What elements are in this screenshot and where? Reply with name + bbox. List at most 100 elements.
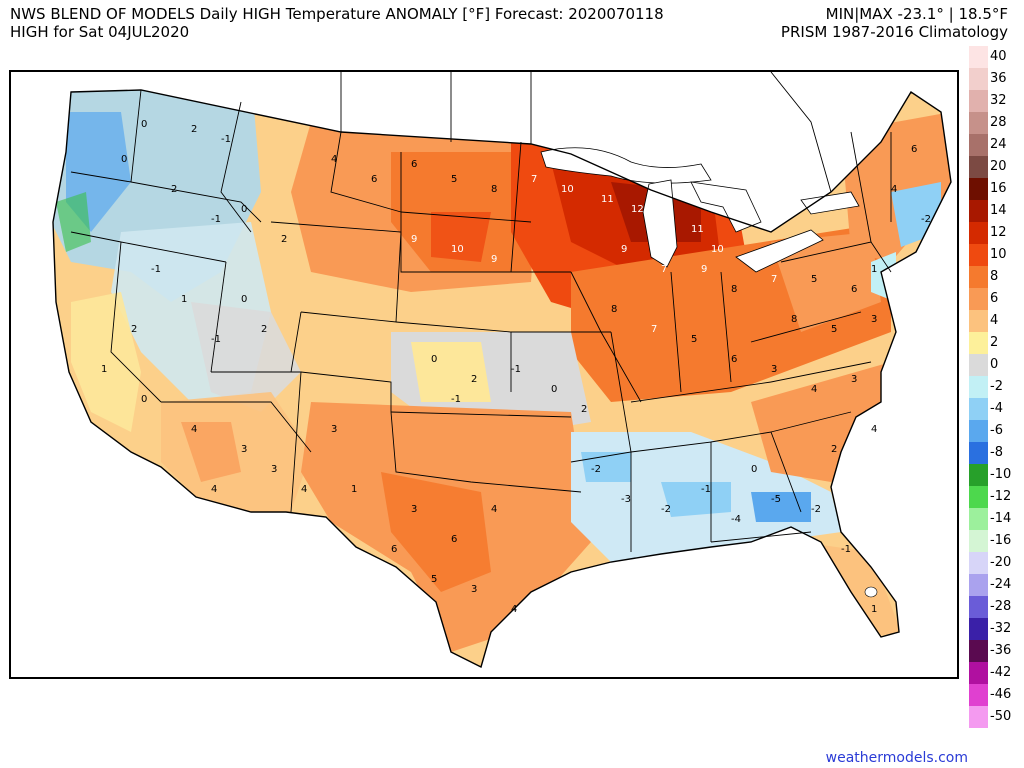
legend-label: 4 bbox=[990, 313, 999, 328]
legend-swatch bbox=[969, 706, 988, 728]
anomaly-value: 4 bbox=[191, 424, 197, 435]
legend-row: 6 bbox=[969, 288, 1017, 310]
anomaly-value: 11 bbox=[691, 224, 704, 235]
color-scale-legend: 40 36 32 28 24 20 16 14 12 10 8 6 4 2 0 -2 -4 -6 -8 -10 -12-… bbox=[969, 46, 1017, 728]
legend-swatch bbox=[969, 574, 988, 596]
legend-row: -14 bbox=[969, 508, 1017, 530]
legend-label: 2 bbox=[990, 335, 999, 350]
anomaly-value: 0 bbox=[241, 294, 247, 305]
anomaly-value: 3 bbox=[241, 444, 247, 455]
anomaly-value: 4 bbox=[491, 504, 497, 515]
anomaly-value: -4 bbox=[731, 514, 741, 525]
legend-row: -32 bbox=[969, 618, 1017, 640]
anomaly-value: 1 bbox=[871, 264, 877, 275]
anomaly-value: -2 bbox=[921, 214, 931, 225]
legend-row: 10 bbox=[969, 244, 1017, 266]
legend-swatch bbox=[969, 486, 988, 508]
anomaly-value-labels: 0 2-102-102-11 02-121043434346658791091011… bbox=[101, 119, 931, 615]
legend-row: 14 bbox=[969, 200, 1017, 222]
valid-date-subtitle: HIGH for Sat 04JUL2020 bbox=[10, 23, 190, 41]
legend-label: 36 bbox=[990, 71, 1007, 86]
legend-swatch bbox=[969, 662, 988, 684]
anomaly-value: -1 bbox=[211, 334, 221, 345]
legend-row: -8 bbox=[969, 442, 1017, 464]
legend-label: -10 bbox=[990, 467, 1012, 482]
anomaly-value: 4 bbox=[211, 484, 217, 495]
legend-row: 36 bbox=[969, 68, 1017, 90]
anomaly-value: -1 bbox=[151, 264, 161, 275]
anomaly-value: 2 bbox=[191, 124, 197, 135]
legend-row: 32 bbox=[969, 90, 1017, 112]
anomaly-map: 0 2 -1 0 2 -1 0 2 -1 1 0 2 -1 2 1 0 4 3 4 3 4 3 4 6 6 5 8 7 9 10 9 10 11… bbox=[9, 70, 959, 679]
legend-row: -36 bbox=[969, 640, 1017, 662]
legend-swatch bbox=[969, 508, 988, 530]
legend-label: -20 bbox=[990, 555, 1012, 570]
legend-row: -16 bbox=[969, 530, 1017, 552]
anomaly-value: -1 bbox=[211, 214, 221, 225]
anomaly-value: 5 bbox=[691, 334, 697, 345]
legend-swatch bbox=[969, 420, 988, 442]
legend-row: 40 bbox=[969, 46, 1017, 68]
legend-label: -28 bbox=[990, 599, 1012, 614]
legend-label: 6 bbox=[990, 291, 999, 306]
anomaly-value: 8 bbox=[791, 314, 797, 325]
anomaly-value: 3 bbox=[411, 504, 417, 515]
anomaly-value: 7 bbox=[661, 264, 667, 275]
legend-swatch bbox=[969, 156, 988, 178]
anomaly-value: 6 bbox=[391, 544, 397, 555]
anomaly-value: 0 bbox=[751, 464, 757, 475]
anomaly-value: 0 bbox=[121, 154, 127, 165]
legend-swatch bbox=[969, 200, 988, 222]
anomaly-value: 3 bbox=[771, 364, 777, 375]
legend-label: -42 bbox=[990, 665, 1012, 680]
legend-label: -4 bbox=[990, 401, 1003, 416]
legend-label: 10 bbox=[990, 247, 1007, 262]
legend-label: -14 bbox=[990, 511, 1012, 526]
anomaly-value: 9 bbox=[701, 264, 707, 275]
legend-row: -12 bbox=[969, 486, 1017, 508]
anomaly-value: 7 bbox=[531, 174, 537, 185]
legend-swatch bbox=[969, 464, 988, 486]
anomaly-value: 5 bbox=[431, 574, 437, 585]
legend-swatch bbox=[969, 68, 988, 90]
anomaly-value: 2 bbox=[471, 374, 477, 385]
anomaly-value: 5 bbox=[831, 324, 837, 335]
legend-row: -24 bbox=[969, 574, 1017, 596]
legend-swatch bbox=[969, 178, 988, 200]
anomaly-value: 2 bbox=[581, 404, 587, 415]
legend-row: 20 bbox=[969, 156, 1017, 178]
legend-row: -10 bbox=[969, 464, 1017, 486]
anomaly-value: 2 bbox=[261, 324, 267, 335]
legend-label: -8 bbox=[990, 445, 1003, 460]
anomaly-value: 8 bbox=[731, 284, 737, 295]
legend-row: -4 bbox=[969, 398, 1017, 420]
anomaly-value: 7 bbox=[651, 324, 657, 335]
anomaly-value: 0 bbox=[141, 119, 147, 130]
anomaly-value: 4 bbox=[891, 184, 897, 195]
anomaly-value: 5 bbox=[451, 174, 457, 185]
anomaly-value: -1 bbox=[701, 484, 711, 495]
anomaly-value: -2 bbox=[661, 504, 671, 515]
min-max-readout: MIN|MAX -23.1° | 18.5°F bbox=[825, 5, 1008, 23]
legend-label: 24 bbox=[990, 137, 1007, 152]
anomaly-value: -1 bbox=[221, 134, 231, 145]
legend-label: -46 bbox=[990, 687, 1012, 702]
anomaly-value: 6 bbox=[371, 174, 377, 185]
anomaly-value: 6 bbox=[851, 284, 857, 295]
anomaly-value: 10 bbox=[451, 244, 464, 255]
state-borders bbox=[70, 89, 892, 552]
anomaly-value: -1 bbox=[841, 544, 851, 555]
anomaly-value: 4 bbox=[331, 154, 337, 165]
anomaly-value: 1 bbox=[101, 364, 107, 375]
anomaly-value: 1 bbox=[351, 484, 357, 495]
anomaly-value: 0 bbox=[241, 204, 247, 215]
legend-swatch bbox=[969, 618, 988, 640]
legend-swatch bbox=[969, 266, 988, 288]
legend-row: 28 bbox=[969, 112, 1017, 134]
anomaly-value: 1 bbox=[871, 604, 877, 615]
legend-label: -50 bbox=[990, 709, 1012, 724]
anomaly-value: 6 bbox=[911, 144, 917, 155]
anomaly-value: 3 bbox=[271, 464, 277, 475]
anomaly-value: 4 bbox=[811, 384, 817, 395]
legend-swatch bbox=[969, 354, 988, 376]
